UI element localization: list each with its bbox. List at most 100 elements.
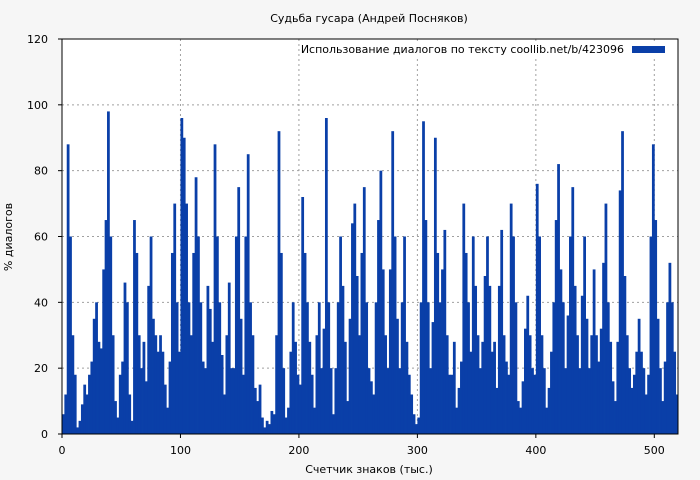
bar xyxy=(398,368,402,434)
bar xyxy=(107,111,110,435)
bar xyxy=(448,374,451,434)
bar xyxy=(460,361,463,434)
bar xyxy=(69,236,72,434)
bar xyxy=(130,420,134,434)
bar xyxy=(370,381,373,434)
bar xyxy=(358,335,361,434)
bar xyxy=(452,341,456,434)
bar xyxy=(163,384,167,435)
bar xyxy=(557,164,560,434)
bar xyxy=(628,368,632,434)
bar xyxy=(659,368,662,434)
bar xyxy=(462,203,466,434)
bar xyxy=(197,236,200,434)
bar xyxy=(265,420,269,434)
bar xyxy=(500,229,504,434)
bar xyxy=(76,427,79,434)
bar xyxy=(360,252,364,434)
bar xyxy=(147,285,151,435)
bar xyxy=(571,187,575,435)
bar xyxy=(234,236,238,434)
x-tick-label: 0 xyxy=(59,444,66,457)
bar xyxy=(426,302,430,434)
bar xyxy=(374,302,378,434)
bar xyxy=(372,394,376,434)
bar xyxy=(173,203,177,434)
bar xyxy=(490,351,494,434)
bar xyxy=(83,384,87,435)
bar xyxy=(313,407,316,434)
bar xyxy=(535,183,539,434)
bar xyxy=(62,414,65,434)
bar xyxy=(630,387,634,434)
bar xyxy=(467,302,470,434)
bar xyxy=(343,341,347,434)
bar xyxy=(661,401,665,434)
bar xyxy=(339,236,342,434)
bar xyxy=(289,351,293,434)
bar xyxy=(640,351,643,434)
bar xyxy=(590,335,594,434)
bar xyxy=(239,318,243,434)
bar xyxy=(377,220,380,434)
bar xyxy=(367,368,371,434)
bar xyxy=(663,361,667,434)
bar xyxy=(471,236,475,434)
bar xyxy=(505,361,508,434)
bar xyxy=(355,276,359,434)
bar xyxy=(78,420,82,434)
bar xyxy=(159,335,162,434)
bar xyxy=(365,302,369,434)
bar xyxy=(310,374,314,434)
bar xyxy=(391,131,395,435)
bar xyxy=(249,302,252,434)
bar xyxy=(227,282,231,434)
bar xyxy=(270,410,274,434)
y-axis-label: % диалогов xyxy=(2,203,15,271)
bar xyxy=(649,236,653,434)
bar xyxy=(519,407,523,434)
bar xyxy=(232,368,236,434)
bar xyxy=(294,341,297,434)
bar xyxy=(327,302,331,434)
bar xyxy=(111,335,115,434)
bar xyxy=(521,381,525,434)
bar xyxy=(154,335,158,434)
bar xyxy=(429,368,432,434)
y-tick-label: 0 xyxy=(41,428,48,441)
bar xyxy=(142,341,146,434)
y-tick-label: 40 xyxy=(34,296,48,309)
bar xyxy=(230,368,233,434)
bar xyxy=(443,229,447,434)
bar xyxy=(592,269,596,434)
bar xyxy=(488,285,492,435)
bar xyxy=(308,341,312,434)
y-axis: 0 20 40 60 80 100 120 xyxy=(27,33,62,441)
bar xyxy=(206,285,210,435)
bar xyxy=(524,328,527,434)
bar xyxy=(635,351,639,434)
bar xyxy=(550,351,553,434)
bar xyxy=(201,361,205,434)
bar xyxy=(298,384,302,435)
bar xyxy=(182,137,186,434)
bar xyxy=(668,262,672,434)
bar xyxy=(90,361,94,434)
bar xyxy=(533,374,537,434)
bar xyxy=(410,394,414,434)
bar xyxy=(225,335,229,434)
bar xyxy=(334,368,338,434)
legend-swatch xyxy=(632,46,665,53)
bar xyxy=(403,236,406,434)
bar xyxy=(114,401,117,434)
bar xyxy=(433,137,437,434)
bar xyxy=(121,361,124,434)
bar xyxy=(512,236,515,434)
bar xyxy=(564,368,568,434)
bar xyxy=(616,341,620,434)
bar xyxy=(187,302,191,434)
bar xyxy=(80,404,84,435)
bar xyxy=(237,187,241,435)
bar xyxy=(656,318,660,434)
bar xyxy=(362,187,366,435)
